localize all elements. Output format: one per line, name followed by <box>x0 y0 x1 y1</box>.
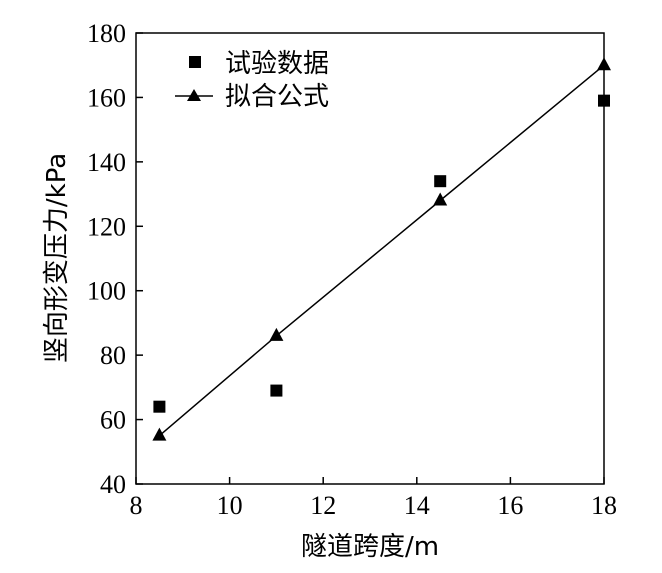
y-axis-label: 竖向形变压力/kPa <box>42 153 72 363</box>
fit-line-layer <box>158 64 605 437</box>
legend-label-fit-formula: 拟合公式 <box>225 82 329 112</box>
legend-triangle-marker <box>187 89 201 101</box>
legend: 试验数据 拟合公式 <box>175 49 329 112</box>
y-tick-label: 60 <box>100 406 126 435</box>
marks-layer <box>152 57 611 441</box>
y-tick-label: 80 <box>100 341 126 370</box>
y-tick-label: 40 <box>100 470 126 499</box>
x-tick-label: 18 <box>591 491 617 520</box>
fit-formula-point <box>152 427 167 441</box>
x-tick-label: 16 <box>497 491 523 520</box>
x-axis-label: 隧道跨度/m <box>301 532 439 562</box>
x-tick-label: 10 <box>217 491 243 520</box>
y-tick-label: 120 <box>87 212 126 241</box>
fit-formula-point <box>433 192 448 206</box>
plot-frame <box>135 32 605 485</box>
test-data-point <box>270 384 283 397</box>
legend-square-marker <box>189 56 201 68</box>
y-tick-label: 160 <box>87 83 126 112</box>
y-tick-label: 140 <box>87 148 126 177</box>
legend-label-test-data: 试验数据 <box>225 49 329 79</box>
fit-line <box>158 64 605 437</box>
y-tick-label: 100 <box>87 277 126 306</box>
test-data-point <box>434 175 447 188</box>
x-tick-label: 12 <box>310 491 336 520</box>
x-tick-label: 14 <box>404 491 430 520</box>
test-data-point <box>153 400 166 413</box>
y-tick-label: 180 <box>87 19 126 48</box>
ticks-layer: 8 10 12 14 16 18 40 60 80 100 120 140 160 180 <box>87 19 617 520</box>
x-tick-label: 8 <box>130 491 143 520</box>
fit-formula-point <box>269 327 284 341</box>
